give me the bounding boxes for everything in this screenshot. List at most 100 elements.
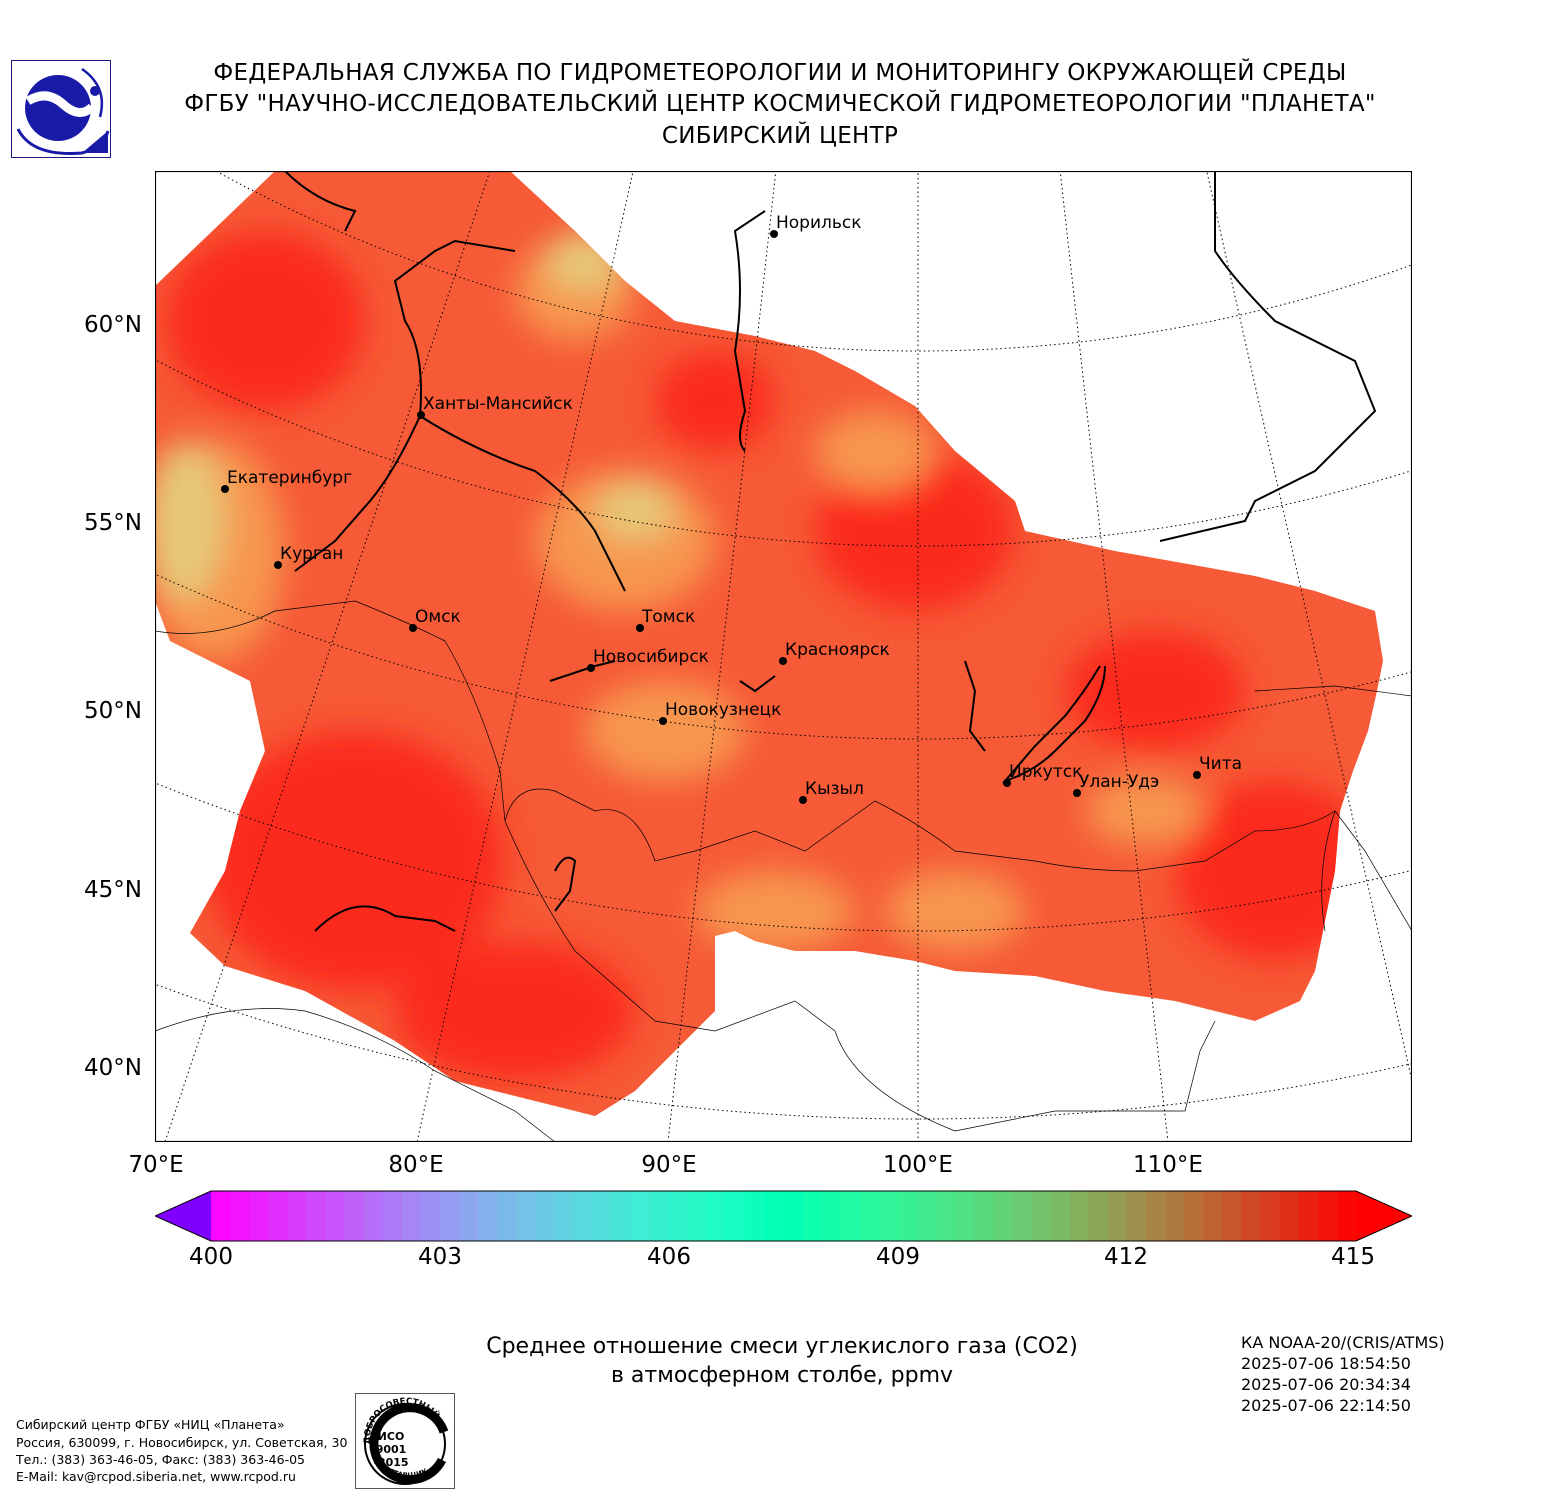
planeta-logo-icon [16, 67, 110, 155]
colorbar-cell [420, 1191, 441, 1241]
map-frame [155, 171, 1412, 1142]
city-label: Улан-Удэ [1079, 772, 1159, 792]
colorbar [155, 1190, 1412, 1242]
city-dot [409, 624, 417, 632]
colorbar-cell [1336, 1191, 1357, 1241]
colorbar-cell [1317, 1191, 1338, 1241]
colorbar-max-extend [1356, 1191, 1412, 1241]
lon-label-110: 110°E [1133, 1152, 1203, 1178]
colorbar-cell [1069, 1191, 1090, 1241]
city-label: Томск [641, 607, 695, 627]
colorbar-cell [306, 1191, 327, 1241]
svg-text:9001: 9001 [376, 1443, 407, 1456]
colorbar-cell [630, 1191, 651, 1241]
colorbar-cell [955, 1191, 975, 1241]
colorbar-tick-403: 403 [418, 1244, 462, 1270]
colorbar-cell [1260, 1191, 1281, 1241]
header-institute: ФГБУ "НАУЧНО-ИССЛЕДОВАТЕЛЬСКИЙ ЦЕНТР КОС… [184, 91, 1376, 117]
colorbar-tick-412: 412 [1104, 1244, 1148, 1270]
iso-badge-icon: ДОБРОСОВЕСТНЫЙ ИСО 9001 -2015 ПОСТАВЩИК [363, 1397, 449, 1485]
colorbar-cell [611, 1191, 632, 1241]
colorbar-cell [1298, 1191, 1319, 1241]
colorbar-cell [535, 1191, 556, 1241]
colorbar-cell [688, 1191, 708, 1241]
colorbar-cell [859, 1191, 880, 1241]
colorbar-cell [993, 1191, 1014, 1241]
lat-label-55: 55°N [84, 510, 142, 536]
caption-line-1: Среднее отношение смеси углекислого газа… [486, 1334, 1078, 1359]
colorbar-cell [764, 1191, 785, 1241]
city-dot [779, 657, 787, 665]
footer-org: Сибирский центр ФГБУ «НИЦ «Планета» [16, 1417, 285, 1432]
colorbar-cell [878, 1191, 899, 1241]
colorbar-cell [287, 1191, 308, 1241]
city-dot [587, 664, 595, 672]
colorbar-cell [1222, 1191, 1243, 1241]
city-label: Кызыл [805, 779, 864, 799]
city-dot [770, 230, 778, 238]
city-label: Омск [415, 607, 461, 627]
lon-label-80: 80°E [388, 1152, 444, 1178]
caption-line-2: в атмосферном столбе, ppmv [610, 1363, 954, 1388]
header-center: СИБИРСКИЙ ЦЕНТР [661, 123, 899, 149]
city-markers: Норильск Ханты-Мансийск Екатеринбург Курган… [221, 213, 1242, 804]
colorbar-cell [459, 1191, 479, 1241]
colorbar-cell [516, 1191, 537, 1241]
colorbar-cell [325, 1191, 346, 1241]
colorbar-cell [917, 1191, 937, 1241]
city-dot [1073, 789, 1081, 797]
rivers [284, 171, 1377, 932]
colorbar-cell [783, 1191, 804, 1241]
colorbar-cell [974, 1191, 995, 1241]
colorbar-cell [669, 1191, 689, 1241]
colorbar-cell [363, 1191, 384, 1241]
colorbar-cell [573, 1191, 594, 1241]
lat-label-60: 60°N [84, 312, 142, 338]
colorbar-min-extend [155, 1191, 211, 1241]
colorbar-tick-400: 400 [189, 1244, 233, 1270]
colorbar-tick-415: 415 [1331, 1244, 1375, 1270]
city-label: Курган [280, 544, 343, 564]
svg-text:ИСО: ИСО [378, 1430, 405, 1443]
colorbar-cell [1165, 1191, 1185, 1241]
colorbar-cell [592, 1191, 613, 1241]
svg-text:-2015: -2015 [373, 1456, 408, 1469]
colorbar-cell [1127, 1191, 1147, 1241]
colorbar-cell [1088, 1191, 1109, 1241]
colorbar-cell [1012, 1191, 1033, 1241]
colorbar-cell [1050, 1191, 1071, 1241]
colorbar-cell [382, 1191, 403, 1241]
country-borders [155, 600, 1412, 1142]
city-dot [1193, 771, 1201, 779]
graticule [155, 171, 1412, 1142]
colorbar-cell [440, 1191, 460, 1241]
colorbar-cell [840, 1191, 861, 1241]
city-label: Красноярск [785, 640, 890, 660]
colorbar-tick-406: 406 [647, 1244, 691, 1270]
colorbar-cell [211, 1191, 231, 1241]
lat-label-40: 40°N [84, 1055, 142, 1081]
colorbar-cell [726, 1191, 746, 1241]
colorbar-cell [497, 1191, 517, 1241]
colorbar-cell [1203, 1191, 1224, 1241]
colorbar-cell [1107, 1191, 1128, 1241]
lat-label-45: 45°N [84, 877, 142, 903]
colorbar-cell [401, 1191, 422, 1241]
satellite-name: КА NOAA-20/(CRIS/ATMS) [1241, 1333, 1445, 1352]
iso-badge: ДОБРОСОВЕСТНЫЙ ИСО 9001 -2015 ПОСТАВЩИК [355, 1393, 455, 1489]
city-label: Ханты-Мансийск [423, 394, 573, 414]
colorbar-cell [707, 1191, 727, 1241]
city-dot [221, 485, 229, 493]
footer-email: E-Mail: kav@rcpod.siberia.net, www.rcpod… [16, 1469, 296, 1484]
city-dot [1003, 779, 1011, 787]
colorbar-cell [344, 1191, 365, 1241]
colorbar-cell [249, 1191, 269, 1241]
lon-label-90: 90°E [641, 1152, 697, 1178]
planeta-logo [11, 60, 111, 158]
colorbar-cell [649, 1191, 670, 1241]
colorbar-cell [1184, 1191, 1204, 1241]
satellite-time-3: 2025-07-06 22:14:50 [1241, 1396, 1411, 1415]
colorbar-cell [1241, 1191, 1262, 1241]
colorbar-tick-409: 409 [876, 1244, 920, 1270]
colorbar-cell [821, 1191, 842, 1241]
